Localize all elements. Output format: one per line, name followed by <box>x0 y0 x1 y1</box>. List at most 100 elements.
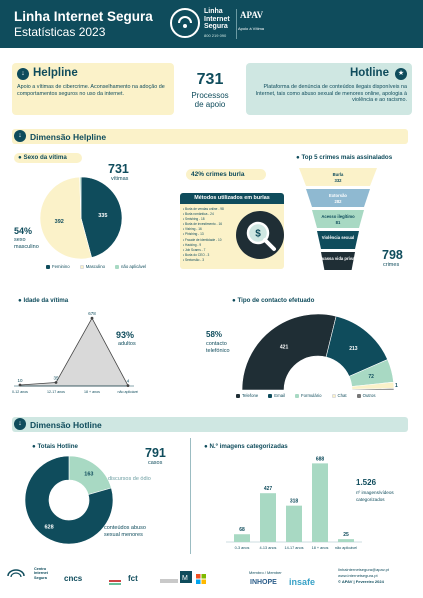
method-item: ▪ Burla de vendas online - 98 <box>183 207 224 211</box>
hotline-slice-label-1: discursos de ódio <box>108 476 151 482</box>
victim-age-title: ● Idade da vítima <box>18 297 69 304</box>
images-title: ● N.º imagens categorizadas <box>204 443 288 450</box>
star-icon: ★ <box>395 68 407 80</box>
victim-sex-title: ● Sexo da vítima <box>18 154 67 161</box>
victim-sex-total: 731 <box>108 162 129 176</box>
helpline-title: Helpline <box>33 67 78 79</box>
funnel-value: 332 <box>335 178 343 183</box>
images-total: 1.526 <box>356 478 377 487</box>
bar <box>234 534 250 542</box>
svg-text:fct: fct <box>128 574 138 583</box>
images-bar-chart: 68 0-3 anos 427 4-13 anos 318 14-17 anos 688 18… <box>226 456 362 550</box>
victim-age-pct-label: adultos <box>118 341 136 347</box>
apav-logo-name: APAV <box>240 10 264 20</box>
pie-label: 392 <box>55 219 64 225</box>
apav-logo <box>236 9 268 39</box>
victim-sex-pct-label-1: sexo <box>14 237 26 243</box>
processes-label-2: de apoio <box>194 100 226 109</box>
age-point <box>54 381 58 384</box>
hotline-description: Plataforma de denúncia de conteúdos ileg… <box>255 84 407 104</box>
pie-label: 335 <box>98 213 107 219</box>
age-value-label: 678 <box>88 311 96 316</box>
method-item: ▪ Burla do CEO - 3 <box>183 252 210 257</box>
pie-slice-1 <box>39 176 92 260</box>
contact-slice-4 <box>351 388 395 391</box>
header-bar <box>0 0 423 48</box>
hotline-box <box>246 63 412 115</box>
method-item: ▪ Burla de investimento - 16 <box>183 222 223 227</box>
age-area <box>19 317 129 387</box>
footer-email[interactable]: linhainternetsegura@apav.pt <box>338 567 389 572</box>
legend-item-email: Email <box>268 393 285 398</box>
funnel-value: 282 <box>335 199 343 204</box>
legend-item-chat: Chat <box>331 393 347 398</box>
section-hotline-bar <box>12 417 408 432</box>
contact-slice-label: 213 <box>349 346 358 352</box>
bar <box>260 493 276 542</box>
method-item: ▪ Job Scams - 7 <box>183 247 206 252</box>
victim-age-pct: 93% <box>116 330 135 340</box>
funnel-stage <box>321 252 355 270</box>
bar <box>338 539 354 542</box>
images-total-label-2: categorizados <box>356 497 385 502</box>
member-label: Membro / Member <box>249 570 282 575</box>
contact-slice-label: 421 <box>280 345 289 351</box>
lis-logo-phone: 800 219 090 <box>204 33 227 38</box>
hotline-slice-label-2-line2: sexual menores <box>104 532 143 538</box>
age-value-label: 35 <box>53 376 59 381</box>
funnel-stage <box>312 210 364 228</box>
centro-internet-segura-logo <box>6 568 26 582</box>
age-tick-label: 12-17 anos <box>47 390 65 394</box>
crimes-total-label: crimes <box>383 262 400 268</box>
contact-slice-0 <box>242 313 337 391</box>
bar-tick-label: 18 + anos <box>312 546 329 550</box>
images-total-label-1: nº imagens/vídeos <box>356 490 394 495</box>
pie-slice-2 <box>79 176 82 219</box>
partner-logo: cncs <box>64 570 86 583</box>
victim-sex-title-pill <box>14 153 82 163</box>
inhope-logo: INHOPE <box>250 579 277 586</box>
pie-label: 4 <box>78 175 81 176</box>
partner-logo <box>108 572 122 585</box>
bar-value-label: 318 <box>290 499 299 505</box>
funnel-label: Devassa vida privada <box>317 256 360 261</box>
victim-sex-pie: 335 392 4 <box>39 175 123 260</box>
lis-logo-icon <box>170 8 200 38</box>
microsoft-logo <box>196 571 208 584</box>
age-point <box>126 384 130 387</box>
contact-type-pct-label-2: telefónico <box>206 348 230 354</box>
age-value-label: 10 <box>17 378 23 383</box>
hotline-slice-label: 628 <box>45 524 54 530</box>
bar-tick-label: 14-17 anos <box>285 546 304 550</box>
age-value-label: 4 <box>127 379 130 384</box>
legend-item-telefone: Telefone <box>236 393 258 398</box>
lis-logo-text: Linha Internet Segura <box>204 8 230 30</box>
method-item: ▪ Burla romântica - 24 <box>183 212 214 217</box>
contact-type-pct-label-1: contacto <box>206 341 227 347</box>
age-tick-label: 18 + anos <box>84 390 100 394</box>
legend-item-formulario: Formulário <box>295 393 322 398</box>
funnel-label: Acesso ilegítimo <box>321 214 355 219</box>
bar-value-label: 688 <box>316 456 325 462</box>
hotline-title: Hotline <box>350 67 389 79</box>
method-item: ▪ Phishing - 13 <box>183 232 204 237</box>
svg-text:cncs: cncs <box>64 574 83 583</box>
bar-value-label: 427 <box>264 486 273 492</box>
centro-internet-segura-text: Centro Internet Segura <box>34 567 48 580</box>
arrow-down-icon: ↓ <box>17 68 29 80</box>
bar-tick-label: 0-3 anos <box>235 546 250 550</box>
age-point <box>18 383 22 387</box>
footer-website[interactable]: www.internetsegura.pt <box>338 573 378 578</box>
svg-text:M: M <box>182 575 188 582</box>
bar-tick-label: 4-13 anos <box>260 546 277 550</box>
methods-list: ▪ Burla de vendas online - 98 ▪ Burla rom… <box>183 207 243 263</box>
methods-title: Métodos utilizados em burlas <box>180 193 284 204</box>
arrow-down-icon: ↓ <box>14 130 26 142</box>
apav-logo-tagline: Apoio à Vítima <box>238 26 265 31</box>
magnifier-icon: $ <box>236 211 284 259</box>
helpline-box <box>12 63 174 115</box>
burla-pill <box>186 169 266 180</box>
contact-type-title: ● Tipo de contacto efetuado <box>232 297 315 304</box>
bar-tick-label: não aplicável <box>335 546 357 550</box>
method-item: ▪ Smishing - 18 <box>183 217 205 222</box>
